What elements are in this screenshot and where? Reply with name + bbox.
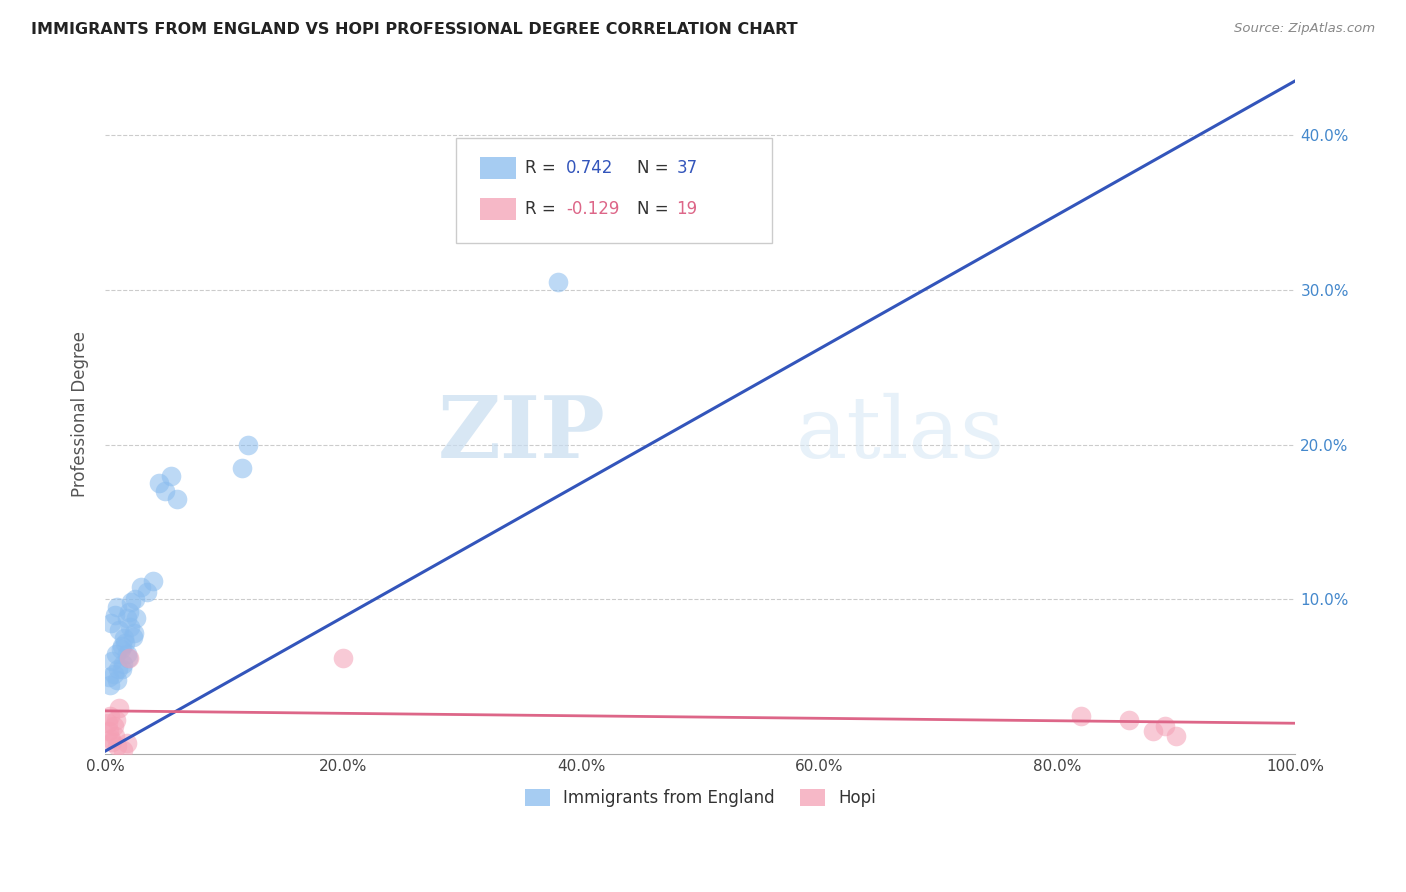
Point [124,592,146,607]
Point [125,611,148,625]
Point [111,639,134,653]
FancyBboxPatch shape [479,198,516,220]
Text: R =: R = [526,200,561,219]
FancyBboxPatch shape [457,137,772,244]
Text: atlas: atlas [796,392,1005,475]
Point [104,607,127,622]
Point [101,654,124,668]
Point [105,739,128,754]
Point [135,584,157,599]
Point [332,651,354,665]
Point [129,580,152,594]
Point [120,620,142,634]
Point [1142,723,1164,738]
Point [115,736,138,750]
Point [120,595,142,609]
Point [100,615,122,630]
Point [105,600,128,615]
Text: N =: N = [637,160,673,178]
Point [112,657,135,672]
Point [105,673,128,687]
Point [118,605,141,619]
Point [98,677,121,691]
Point [159,468,181,483]
Point [104,713,127,727]
Point [107,662,129,676]
Point [104,647,127,661]
Point [97,670,120,684]
Point [114,636,136,650]
Point [104,729,127,743]
Text: 0.742: 0.742 [565,160,613,178]
Point [122,626,145,640]
Text: IMMIGRANTS FROM ENGLAND VS HOPI PROFESSIONAL DEGREE CORRELATION CHART: IMMIGRANTS FROM ENGLAND VS HOPI PROFESSI… [31,22,797,37]
Text: Source: ZipAtlas.com: Source: ZipAtlas.com [1234,22,1375,36]
Point [103,719,125,733]
Point [148,476,170,491]
Point [1166,729,1188,743]
Text: R =: R = [526,160,561,178]
Point [112,631,135,645]
Y-axis label: Professional Degree: Professional Degree [72,331,89,497]
Point [111,662,134,676]
Point [118,651,141,665]
FancyBboxPatch shape [479,158,516,179]
Point [115,611,138,625]
Point [101,735,124,749]
Point [115,647,138,661]
Point [547,275,569,289]
Point [110,641,132,656]
Point [231,460,253,475]
Point [1070,708,1092,723]
Point [121,630,143,644]
Point [112,742,135,756]
Point [103,666,125,681]
Text: 19: 19 [676,200,697,219]
Point [1118,713,1140,727]
Point [98,708,121,723]
Point [142,574,165,588]
Point [100,731,122,746]
Text: 37: 37 [676,160,697,178]
Point [153,483,176,498]
Point [97,723,120,738]
Point [236,437,259,451]
Point [97,716,120,731]
Point [117,651,139,665]
Point [108,624,131,638]
Legend: Immigrants from England, Hopi: Immigrants from England, Hopi [519,782,883,814]
Text: ZIP: ZIP [437,392,605,476]
Text: -0.129: -0.129 [565,200,619,219]
Point [166,491,188,506]
Point [108,700,131,714]
Text: N =: N = [637,200,673,219]
Point [1153,719,1175,733]
